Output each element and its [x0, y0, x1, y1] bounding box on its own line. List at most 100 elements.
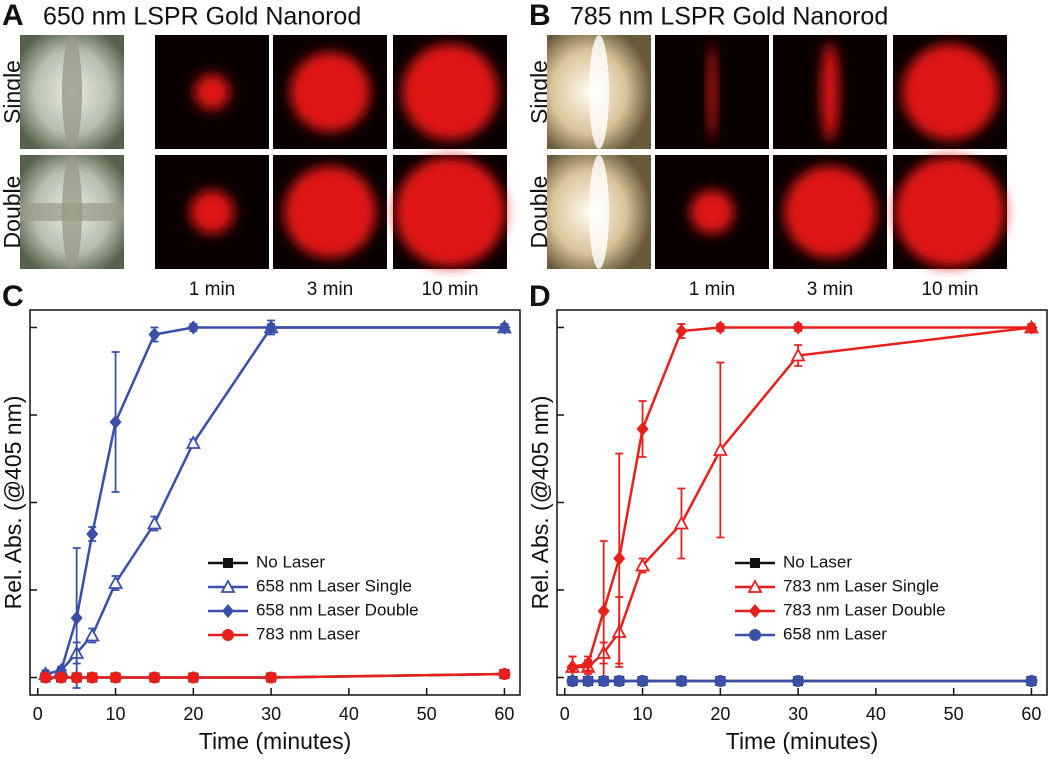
micrograph	[20, 35, 124, 149]
legend-label: 658 nm Laser	[783, 624, 887, 643]
marker	[792, 320, 805, 335]
micrograph	[655, 35, 769, 149]
legend-label: 783 nm Laser	[256, 624, 360, 643]
x-tick-label: 20	[183, 704, 203, 724]
legend-label: No Laser	[256, 552, 325, 571]
marker	[148, 671, 161, 684]
series-line	[45, 326, 505, 676]
x-tick-label: 40	[339, 704, 359, 724]
marker	[498, 320, 511, 335]
marker	[566, 660, 579, 674]
red-glow	[690, 190, 734, 234]
marker	[265, 671, 278, 684]
panel-label: B	[529, 0, 551, 32]
micrograph	[893, 35, 1007, 149]
red-glow	[395, 157, 505, 267]
marker	[749, 604, 761, 618]
marker	[597, 604, 610, 618]
marker	[70, 611, 83, 625]
panel-label: D	[529, 280, 551, 313]
column-label: 3 min	[807, 279, 853, 300]
marker	[223, 558, 233, 568]
marker	[636, 675, 649, 687]
micrograph	[547, 155, 651, 269]
marker	[498, 668, 511, 680]
marker	[712, 442, 728, 456]
x-tick-label: 0	[560, 704, 570, 724]
x-tick-label: 30	[261, 704, 281, 724]
micrograph	[773, 155, 887, 269]
marker	[675, 324, 688, 338]
image-stripe	[589, 155, 609, 269]
column-label: 3 min	[307, 279, 353, 300]
marker	[597, 675, 610, 687]
red-glow	[284, 166, 376, 258]
marker	[790, 347, 806, 362]
image-stripe	[62, 35, 82, 149]
panel-label: A	[2, 0, 24, 32]
red-glow	[902, 44, 998, 140]
marker	[613, 675, 626, 687]
marker	[673, 515, 689, 530]
marker	[86, 527, 99, 541]
marker	[222, 629, 234, 641]
legend-label: 783 nm Laser Double	[783, 600, 946, 619]
marker	[86, 671, 99, 684]
micrograph	[155, 155, 269, 269]
marker	[84, 627, 100, 642]
red-glow	[821, 42, 839, 142]
micrograph	[547, 35, 651, 149]
marker	[750, 558, 760, 568]
micrograph	[273, 155, 387, 269]
x-tick-label: 10	[106, 704, 126, 724]
red-glow	[784, 166, 876, 258]
red-glow	[402, 44, 498, 140]
x-tick-label: 60	[494, 704, 514, 724]
marker	[148, 327, 161, 342]
series	[39, 668, 511, 684]
micrograph	[655, 155, 769, 269]
column-label: 1 min	[189, 279, 235, 300]
x-tick-label: 30	[788, 704, 808, 724]
marker	[109, 415, 122, 429]
marker	[108, 575, 124, 589]
marker	[636, 422, 649, 436]
column-label: 1 min	[689, 279, 735, 300]
x-tick-label: 40	[866, 704, 886, 724]
marker	[146, 515, 162, 530]
marker	[1025, 320, 1038, 335]
marker	[714, 675, 727, 687]
image-stripe	[589, 35, 609, 149]
marker	[675, 675, 688, 687]
micrograph	[393, 155, 507, 269]
legend-label: No Laser	[783, 552, 852, 571]
marker	[714, 320, 727, 335]
red-glow	[290, 52, 370, 132]
series	[566, 320, 1038, 682]
y-axis-label: Rel. Abs. (@405 nm)	[0, 396, 26, 610]
micrograph	[393, 35, 507, 149]
micrograph	[20, 155, 124, 269]
marker	[582, 675, 595, 687]
marker	[635, 557, 651, 572]
marker	[39, 671, 52, 684]
marker	[70, 671, 83, 684]
x-axis-label: Time (minutes)	[199, 728, 352, 754]
x-axis-label: Time (minutes)	[726, 728, 879, 754]
column-label: 10 min	[921, 279, 978, 300]
marker	[109, 671, 122, 684]
marker	[747, 579, 763, 593]
marker	[582, 656, 595, 671]
marker	[1025, 675, 1038, 687]
marker	[749, 629, 761, 641]
marker	[220, 579, 236, 593]
legend-label: 658 nm Laser Double	[256, 600, 419, 619]
micrograph	[893, 155, 1007, 269]
y-axis-label: Rel. Abs. (@405 nm)	[527, 396, 553, 610]
column-label: 10 min	[421, 279, 478, 300]
red-glow	[194, 74, 230, 110]
marker	[792, 675, 805, 687]
image-stripe	[20, 203, 124, 221]
red-glow	[707, 42, 717, 142]
